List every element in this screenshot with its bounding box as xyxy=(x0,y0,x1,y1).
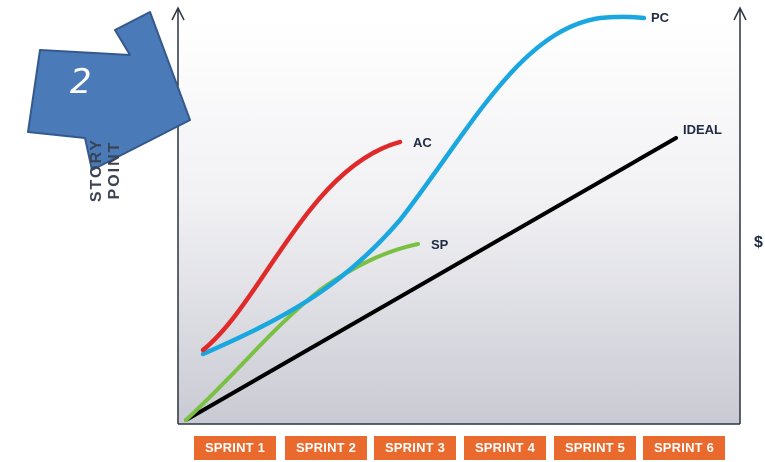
sprint-label-6: SPRINT 6 xyxy=(643,436,725,460)
sprint-label-5: SPRINT 5 xyxy=(554,436,636,460)
y-axis-right-label: $ xyxy=(754,234,763,251)
y-axis-right-arrow xyxy=(733,6,747,21)
series-line-pc xyxy=(200,14,647,357)
y-axis-left-arrow xyxy=(171,6,185,21)
series-label-ac: AC xyxy=(413,135,432,150)
series-label-sp: SP xyxy=(431,237,449,252)
sprint-label-4: SPRINT 4 xyxy=(464,436,546,460)
series-line-ac xyxy=(200,139,403,353)
plot-area-background xyxy=(178,20,740,424)
series-label-ideal: IDEAL xyxy=(683,122,722,137)
series-line-ideal xyxy=(184,136,678,422)
sprint-label-3: SPRINT 3 xyxy=(374,436,456,460)
series-label-pc: PC xyxy=(651,10,670,25)
step-arrow-shape xyxy=(27,11,191,171)
step-number: 2 xyxy=(70,62,92,102)
y-axis-left-label: STORY POINT xyxy=(88,137,123,203)
sprint-label-1: SPRINT 1 xyxy=(194,436,276,460)
sprint-label-2: SPRINT 2 xyxy=(285,436,367,460)
